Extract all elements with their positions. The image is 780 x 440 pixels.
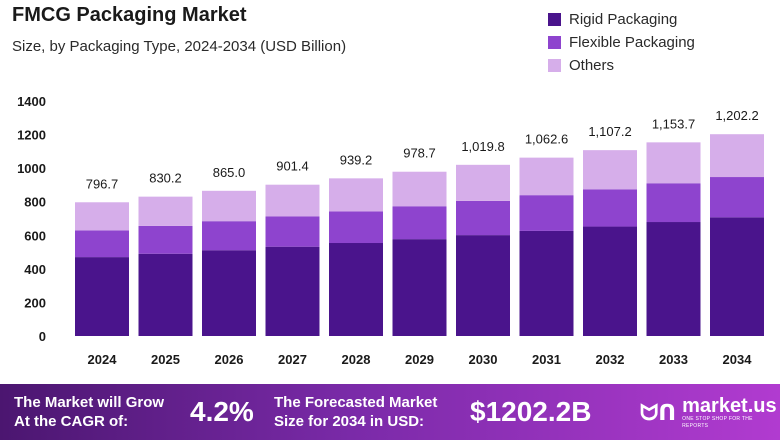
x-tick-label: 2034 [723, 352, 753, 367]
data-label-total: 939.2 [340, 152, 373, 167]
bar-others-2029 [392, 171, 447, 207]
data-label-total: 865.0 [213, 165, 246, 180]
data-label-total: 901.4 [276, 159, 309, 174]
bar-flexible-2028 [329, 211, 383, 244]
data-label-total: 1,019.8 [461, 139, 504, 154]
forecast-caption-line1: The Forecasted Market [274, 394, 438, 411]
logo-tagline: ONE STOP SHOP FOR THE REPORTS [682, 416, 753, 429]
y-tick-label: 1000 [17, 161, 46, 176]
data-label-total: 978.7 [403, 146, 436, 161]
x-tick-label: 2031 [532, 352, 561, 367]
forecast-caption: The Forecasted Market Size for 2034 in U… [274, 393, 437, 431]
bar-flexible-2026 [202, 221, 256, 251]
data-label-total: 830.2 [149, 171, 182, 186]
legend-label-others: Others [569, 57, 615, 74]
legend-swatch-rigid [548, 13, 561, 26]
cagr-value: 4.2% [190, 396, 254, 427]
x-tick-label: 2025 [151, 352, 180, 367]
cagr-caption-line1: The Market will Grow [14, 394, 165, 411]
bar-flexible-2032 [583, 189, 637, 227]
legend-item-rigid: Rigid Packaging [548, 8, 695, 31]
y-tick-label: 1200 [17, 128, 46, 143]
x-tick-label: 2032 [596, 352, 625, 367]
x-tick-label: 2024 [88, 352, 118, 367]
cagr-caption-line2: At the CAGR of: [14, 413, 129, 430]
bar-flexible-2027 [265, 216, 320, 247]
x-tick-label: 2029 [405, 352, 434, 367]
x-tick-label: 2033 [659, 352, 688, 367]
bar-flexible-2033 [646, 183, 701, 223]
bar-others-2027 [265, 184, 320, 217]
chart-subtitle: Size, by Packaging Type, 2024-2034 (USD … [12, 38, 347, 55]
legend-item-flexible: Flexible Packaging [548, 31, 695, 54]
legend-label-rigid: Rigid Packaging [569, 11, 678, 28]
bar-others-2024 [75, 202, 129, 231]
y-tick-label: 400 [24, 262, 46, 277]
bar-flexible-2031 [519, 195, 574, 231]
forecast-caption-line2: Size for 2034 in USD: [274, 413, 425, 430]
bar-others-2033 [646, 142, 701, 184]
chart-title: FMCG Packaging Market [12, 4, 247, 26]
bar-others-2026 [202, 190, 256, 222]
y-tick-label: 600 [24, 228, 46, 243]
bar-rigid-2030 [456, 235, 510, 336]
y-tick-label: 0 [39, 329, 46, 344]
bar-others-2034 [710, 134, 764, 178]
data-label-total: 1,062.6 [525, 132, 568, 147]
chart-legend: Rigid Packaging Flexible Packaging Other… [548, 8, 695, 77]
data-label-total: 1,107.2 [588, 124, 631, 139]
y-tick-label: 1400 [17, 94, 46, 109]
bar-rigid-2028 [329, 243, 383, 336]
data-label-total: 1,153.7 [652, 116, 695, 131]
bar-flexible-2029 [392, 206, 447, 240]
data-label-total: 796.7 [86, 176, 119, 191]
bar-others-2030 [456, 164, 510, 201]
bar-rigid-2024 [75, 257, 129, 336]
bar-flexible-2024 [75, 230, 129, 258]
y-tick-label: 200 [24, 295, 46, 310]
stacked-bar-chart: 0 200 400 600 800 1000 1200 1400 796.7 2024 830.2 2… [17, 94, 764, 367]
data-label-total: 1,202.2 [715, 108, 758, 123]
x-tick-label: 2028 [342, 352, 371, 367]
x-tick-label: 2027 [278, 352, 307, 367]
bar-flexible-2034 [710, 177, 764, 218]
bar-others-2028 [329, 178, 383, 212]
forecast-value: $1202.2B [470, 396, 592, 427]
footer-banner: The Market will Grow At the CAGR of: 4.2… [0, 384, 780, 440]
cagr-caption: The Market will Grow At the CAGR of: [14, 393, 164, 431]
bar-others-2025 [138, 196, 193, 226]
legend-swatch-flexible [548, 36, 561, 49]
bar-rigid-2025 [138, 253, 193, 336]
market-us-logo-icon: ᗢᑎ [640, 400, 677, 425]
bar-rigid-2031 [519, 230, 574, 336]
legend-swatch-others [548, 59, 561, 72]
bar-rigid-2029 [392, 239, 447, 336]
bar-flexible-2025 [138, 225, 193, 254]
legend-item-others: Others [548, 54, 695, 77]
bar-others-2032 [583, 150, 637, 190]
bar-others-2031 [519, 157, 574, 196]
bar-rigid-2034 [710, 217, 764, 336]
y-tick-label: 800 [24, 195, 46, 210]
bar-flexible-2030 [456, 200, 510, 236]
bar-rigid-2026 [202, 250, 256, 336]
x-tick-label: 2026 [215, 352, 244, 367]
market-us-logo: ᗢᑎ market.us ONE STOP SHOP FOR THE REPOR… [640, 396, 780, 430]
bar-rigid-2027 [265, 246, 320, 336]
bar-rigid-2033 [646, 222, 701, 336]
bar-rigid-2032 [583, 226, 637, 336]
legend-label-flexible: Flexible Packaging [569, 34, 695, 51]
x-tick-label: 2030 [469, 352, 498, 367]
logo-name: market.us [682, 395, 777, 417]
